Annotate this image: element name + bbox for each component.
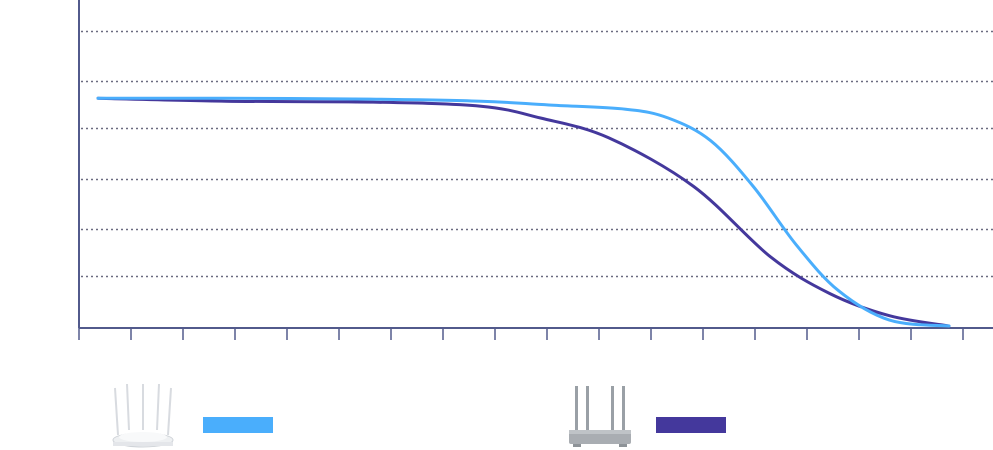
series-lines bbox=[96, 96, 951, 328]
grey-router-with-four-antennas-icon bbox=[569, 386, 631, 447]
legend-swatch-series-2 bbox=[656, 417, 726, 433]
gridlines bbox=[81, 30, 993, 278]
axes bbox=[78, 0, 993, 340]
series-line-1 bbox=[96, 96, 951, 328]
white-router-with-six-antennas-icon bbox=[112, 383, 174, 448]
series-line-2 bbox=[96, 96, 951, 328]
legend-swatch-series-1 bbox=[203, 417, 273, 433]
